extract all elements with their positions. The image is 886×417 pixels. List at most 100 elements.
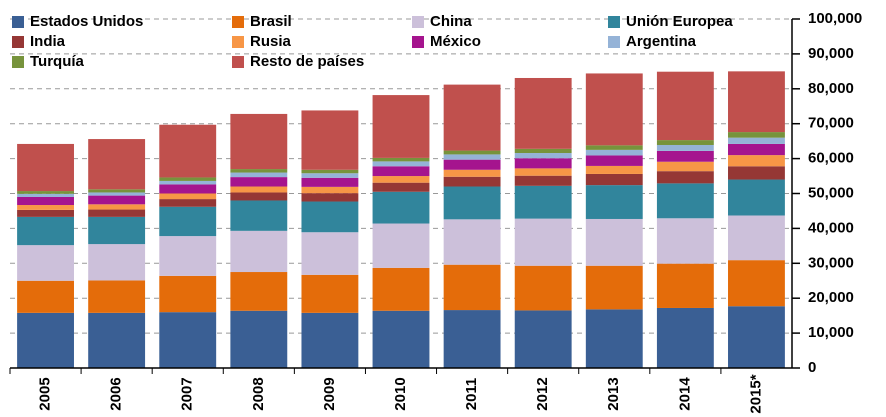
bar-segment xyxy=(230,177,288,187)
y-tick-label: 100,000 xyxy=(808,10,862,27)
bar-segment xyxy=(728,179,785,216)
legend-label: Unión Europea xyxy=(626,13,733,30)
legend-label: China xyxy=(430,13,472,30)
x-tick-label: 2012 xyxy=(534,377,551,410)
bar-segment xyxy=(514,153,572,159)
y-tick-label: 10,000 xyxy=(808,324,854,341)
x-tick-label: 2011 xyxy=(463,378,480,411)
bar-segment xyxy=(230,230,288,273)
bar-segment xyxy=(728,215,785,261)
x-tick-label: 2007 xyxy=(179,377,196,410)
bar-segment xyxy=(514,158,572,169)
legend-swatch xyxy=(12,36,24,48)
legend-swatch xyxy=(608,16,620,28)
bar-segment xyxy=(372,176,430,183)
y-tick-label: 50,000 xyxy=(808,184,854,201)
y-tick-label: 80,000 xyxy=(808,80,854,97)
bar-segment xyxy=(443,84,501,151)
bar-segment xyxy=(585,149,643,156)
bar-segment xyxy=(301,201,359,233)
legend-swatch xyxy=(232,16,244,28)
bar-segment xyxy=(728,71,785,133)
bar-segment xyxy=(301,169,359,174)
bar-segment xyxy=(17,196,74,206)
bar-segment xyxy=(728,137,785,144)
bar-segment xyxy=(656,71,714,141)
bar-segment xyxy=(728,143,785,156)
legend-label: Turquía xyxy=(30,53,85,70)
legend-label: Resto de países xyxy=(250,53,364,70)
bar-segment xyxy=(88,189,146,193)
bar-segment xyxy=(301,177,359,187)
bar-segment xyxy=(443,264,501,311)
bar-segment xyxy=(514,148,572,154)
bar-segment xyxy=(585,218,643,266)
bar-segment xyxy=(585,309,643,368)
bar-segment xyxy=(88,216,146,245)
bar-segment xyxy=(159,177,217,181)
bar-segment xyxy=(230,113,288,170)
bar-segment xyxy=(88,209,146,217)
bar-segment xyxy=(514,175,572,186)
bar-segment xyxy=(656,140,714,145)
bar-segment xyxy=(17,312,74,368)
bar-segment xyxy=(728,260,785,307)
bar-segment xyxy=(301,110,359,170)
bar-segment xyxy=(585,165,643,174)
bar-segment xyxy=(159,275,217,313)
legend-label: México xyxy=(430,33,481,50)
bar-segment xyxy=(230,192,288,201)
bar-segment xyxy=(443,169,501,177)
bar-segment xyxy=(301,232,359,275)
bar-segment xyxy=(159,199,217,207)
bar-segment xyxy=(372,182,430,192)
bar-segment xyxy=(514,185,572,219)
bar-segment xyxy=(230,310,288,368)
bar-segment xyxy=(17,209,74,217)
bar-segment xyxy=(372,223,430,268)
bar-segment xyxy=(372,310,430,368)
legend-label: Brasil xyxy=(250,13,292,30)
bar-segment xyxy=(159,184,217,194)
bar-segment xyxy=(656,150,714,162)
legend-swatch xyxy=(412,36,424,48)
bar-segment xyxy=(88,244,146,281)
legend-swatch xyxy=(608,36,620,48)
bar-segment xyxy=(585,73,643,146)
bar-segment xyxy=(88,312,146,368)
bar-segment xyxy=(159,193,217,200)
bar-segment xyxy=(656,218,714,264)
x-tick-label: 2010 xyxy=(392,377,409,410)
bar-segment xyxy=(230,272,288,311)
y-tick-label: 0 xyxy=(808,359,816,376)
legend-label: Argentina xyxy=(626,33,697,50)
bar-segment xyxy=(514,168,572,176)
bar-segment xyxy=(372,161,430,167)
legend-swatch xyxy=(12,56,24,68)
bar-segment xyxy=(17,143,74,192)
legend-label: India xyxy=(30,33,66,50)
bar-segment xyxy=(514,218,572,266)
bar-segment xyxy=(301,312,359,368)
bar-segment xyxy=(585,173,643,186)
bar-segment xyxy=(585,155,643,166)
y-tick-label: 40,000 xyxy=(808,219,854,236)
bar-segment xyxy=(514,77,572,149)
bar-segment xyxy=(656,161,714,172)
x-tick-label: 2013 xyxy=(605,377,622,410)
bar-segment xyxy=(443,159,501,170)
bar-segment xyxy=(443,186,501,220)
bar-segment xyxy=(656,263,714,308)
bar-segment xyxy=(230,169,288,173)
bar-segment xyxy=(17,193,74,197)
bar-segment xyxy=(301,274,359,313)
bar-segment xyxy=(728,155,785,167)
bar-segment xyxy=(159,124,217,178)
bar-segment xyxy=(443,310,501,368)
bar-segment xyxy=(728,166,785,180)
bar-segment xyxy=(728,306,785,368)
x-tick-label: 2014 xyxy=(676,377,693,411)
bar-segment xyxy=(514,265,572,311)
bar-segment xyxy=(656,307,714,368)
y-tick-label: 30,000 xyxy=(808,254,854,271)
